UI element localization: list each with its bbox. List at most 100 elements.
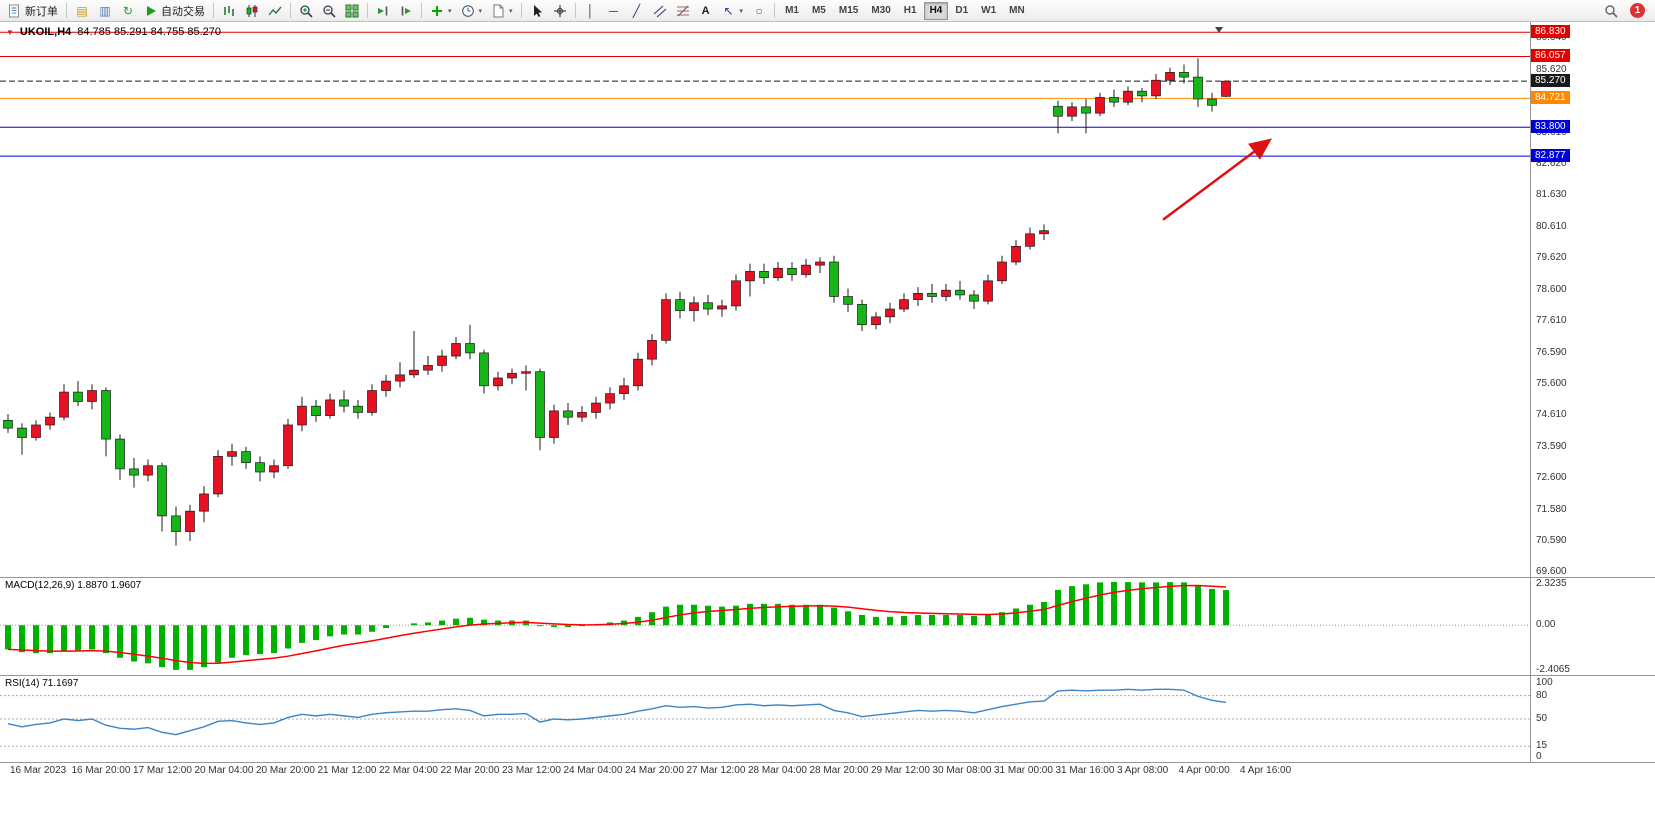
timeframe-button-mn[interactable]: MN: [1003, 2, 1031, 20]
shapes-icon: ○: [755, 3, 763, 18]
crosshair-button[interactable]: [549, 1, 571, 21]
price-tick-label: 74.610: [1536, 409, 1567, 421]
macd-scale-label: 0.00: [1536, 619, 1556, 631]
new-order-label: 新订单: [25, 5, 58, 18]
tile-windows-button[interactable]: [341, 1, 363, 21]
text-tool-button[interactable]: A: [695, 1, 717, 21]
timeframe-button-m15[interactable]: M15: [833, 2, 864, 20]
vertical-line-tool-button[interactable]: │: [580, 1, 602, 21]
chart-bars-button[interactable]: [218, 1, 240, 21]
search-button[interactable]: [1600, 1, 1622, 21]
templates-dropdown-caret[interactable]: ▾: [509, 7, 513, 15]
zoom-out-button[interactable]: [318, 1, 340, 21]
macd-scale-label: 2.3235: [1536, 578, 1567, 589]
zoom-out-icon: [322, 4, 336, 18]
new-order-button[interactable]: 新订单: [4, 1, 62, 21]
channel-tool-button[interactable]: [649, 1, 671, 21]
chart-candles-button[interactable]: [241, 1, 263, 21]
auto-trading-button[interactable]: 自动交易: [140, 1, 209, 21]
zoom-in-button[interactable]: [295, 1, 317, 21]
chart-ohlc-values: 84.785 85.291 84.755 85.270: [77, 26, 222, 38]
cursor-button[interactable]: [526, 1, 548, 21]
shapes-button[interactable]: ○: [748, 1, 770, 21]
text-tool-icon: A: [701, 4, 710, 17]
toolbar-separator: [421, 3, 422, 18]
one-click-trading-toggle[interactable]: ▼: [6, 27, 14, 37]
main-toolbar: 新订单 ▤ ▥ ↻ 自动交易: [0, 0, 1655, 22]
horizontal-line-icon: ─: [609, 3, 618, 18]
timeframe-button-d1[interactable]: D1: [949, 2, 974, 20]
price-tick-label: 79.620: [1536, 252, 1567, 264]
rsi-scale-label: 80: [1536, 689, 1548, 701]
price-tick-label: 81.630: [1536, 189, 1567, 201]
price-tick-label: 77.610: [1536, 315, 1567, 327]
trendline-tool-button[interactable]: ╱: [626, 1, 648, 21]
price-tick-label: 71.580: [1536, 504, 1567, 516]
periods-dropdown-caret[interactable]: ▾: [478, 7, 483, 15]
timeframe-button-h4[interactable]: H4: [923, 1, 949, 20]
chart-canvas[interactable]: [0, 22, 1655, 827]
rsi-scale-label: 100: [1536, 677, 1553, 688]
chart-shift-button[interactable]: [395, 1, 417, 21]
macd-scale-label: -2.4065: [1536, 664, 1570, 675]
timeframe-button-w1[interactable]: W1: [975, 2, 1002, 20]
notification-badge[interactable]: 1: [1630, 3, 1645, 18]
timeframe-button-m1[interactable]: M1: [779, 2, 805, 20]
horizontal-line-tool-button[interactable]: ─: [603, 1, 625, 21]
time-axis-label: 22 Mar 04:00: [379, 765, 438, 776]
price-tick-label: 76.590: [1536, 347, 1567, 359]
refresh-button[interactable]: ↻: [117, 1, 139, 21]
price-tick-label: 78.600: [1536, 284, 1567, 296]
time-axis-label: 31 Mar 16:00: [1055, 765, 1115, 776]
toolbar-separator: [774, 3, 776, 18]
vertical-line-icon: │: [586, 3, 595, 18]
crosshair-icon: [553, 4, 567, 18]
auto-trading-icon: [144, 4, 158, 18]
timeframe-button-m30[interactable]: M30: [865, 2, 896, 20]
auto-trading-label: 自动交易: [161, 5, 205, 18]
time-axis-label: 29 Mar 12:00: [871, 765, 930, 776]
time-axis-label: 22 Mar 20:00: [440, 765, 500, 776]
search-icon: [1604, 4, 1618, 18]
data-window-button[interactable]: ▥: [94, 1, 116, 21]
rsi-scale-label: 50: [1536, 713, 1548, 724]
price-line-badge: 82.877: [1531, 149, 1570, 163]
price-tick-label: 80.610: [1536, 221, 1567, 233]
rsi-scale-label: 15: [1536, 740, 1548, 752]
price-tick-label: 85.620: [1536, 64, 1567, 76]
cursor-arrow-icon: [530, 4, 544, 18]
chart-area: ▼ UKOIL,H4 84.785 85.291 84.755 85.270 M…: [0, 22, 1655, 827]
rsi-indicator-label: RSI(14) 71.1697: [5, 678, 79, 689]
arrows-dropdown-caret[interactable]: ▾: [739, 7, 744, 15]
time-axis-label: 28 Mar 04:00: [748, 765, 807, 776]
data-window-icon: ▥: [99, 3, 111, 18]
arrow-object-icon: ↖: [723, 3, 734, 18]
price-line-badge: 86.830: [1531, 25, 1570, 39]
timeframe-button-h1[interactable]: H1: [898, 2, 923, 20]
time-axis-label: 4 Apr 00:00: [1178, 765, 1230, 776]
time-axis-label: 17 Mar 12:00: [133, 765, 192, 776]
template-icon: [491, 4, 505, 18]
market-watch-button[interactable]: ▤: [71, 1, 93, 21]
new-order-icon: [8, 4, 22, 18]
templates-button[interactable]: ▾: [487, 1, 517, 21]
arrow-object-button[interactable]: ↖ ▾: [718, 1, 748, 21]
rsi-scale-label: 0: [1536, 751, 1542, 762]
time-axis-label: 23 Mar 12:00: [502, 765, 561, 776]
time-axis-label: 28 Mar 20:00: [809, 765, 869, 776]
periods-button[interactable]: ▾: [457, 1, 487, 21]
auto-scroll-button[interactable]: [372, 1, 394, 21]
toolbar-separator: [574, 3, 576, 18]
candlestick-chart-icon: [245, 4, 259, 18]
price-tick-label: 69.600: [1536, 566, 1567, 578]
price-line-badge: 84.721: [1531, 91, 1570, 105]
channel-icon: [653, 4, 667, 18]
chart-line-button[interactable]: [264, 1, 286, 21]
fibonacci-tool-button[interactable]: [672, 1, 694, 21]
indicators-button[interactable]: ▾: [426, 1, 456, 21]
timeframe-button-m5[interactable]: M5: [806, 2, 832, 20]
indicators-dropdown-caret[interactable]: ▾: [448, 7, 452, 15]
price-line-badge: 85.270: [1531, 74, 1570, 88]
time-axis-label: 31 Mar 00:00: [994, 765, 1053, 776]
